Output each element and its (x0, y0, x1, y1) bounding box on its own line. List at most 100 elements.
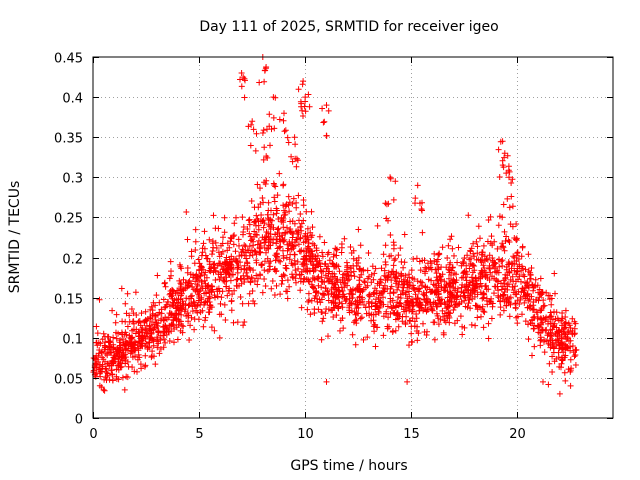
data-point (519, 311, 525, 318)
data-point (293, 279, 299, 286)
data-point (487, 269, 494, 276)
data-point (342, 280, 349, 287)
data-point (284, 277, 291, 284)
data-point (241, 319, 248, 325)
data-point (300, 276, 307, 283)
data-point (337, 317, 344, 324)
data-point (283, 288, 289, 295)
data-point (387, 174, 394, 181)
data-point (417, 200, 423, 207)
data-point (160, 328, 167, 335)
data-point (312, 264, 319, 271)
data-point (387, 295, 394, 302)
data-point (110, 346, 116, 353)
data-point (210, 261, 217, 268)
data-point (259, 195, 266, 201)
data-point (246, 290, 253, 297)
data-point (197, 273, 204, 280)
data-point (330, 314, 337, 320)
data-point (484, 256, 491, 263)
data-point (154, 328, 161, 335)
data-point (286, 283, 293, 290)
data-point (230, 271, 236, 278)
data-point (184, 265, 191, 271)
data-point (93, 352, 100, 359)
data-point (447, 259, 454, 266)
data-point (154, 344, 161, 351)
data-point (531, 306, 537, 313)
data-point (402, 319, 409, 326)
data-point (422, 264, 429, 271)
data-point (265, 207, 272, 214)
data-point (474, 303, 481, 310)
data-point (355, 304, 362, 311)
data-point (499, 162, 506, 169)
data-point (330, 299, 337, 306)
data-point (263, 249, 269, 256)
data-point (336, 299, 343, 306)
data-point (353, 263, 360, 269)
data-point (240, 322, 247, 329)
data-point (323, 132, 330, 139)
data-point (126, 332, 133, 339)
data-point (234, 276, 241, 283)
data-point (450, 307, 457, 313)
data-point (166, 275, 173, 282)
data-point (319, 318, 326, 325)
data-point (218, 242, 224, 249)
data-point (241, 94, 248, 101)
data-point (118, 363, 125, 370)
data-point (365, 250, 372, 256)
data-point (221, 214, 228, 221)
data-point (392, 178, 399, 185)
data-point (458, 262, 465, 269)
data-point (103, 366, 110, 373)
data-point (315, 282, 322, 289)
data-point (366, 303, 373, 310)
data-point (115, 358, 122, 365)
data-point (423, 266, 430, 272)
data-point (503, 170, 510, 177)
data-point (258, 212, 265, 218)
data-point (117, 342, 124, 349)
data-point (101, 342, 108, 349)
data-point (321, 239, 328, 246)
data-point (551, 270, 558, 277)
data-point (295, 192, 302, 199)
data-point (276, 170, 283, 177)
data-point (197, 263, 204, 270)
data-point (110, 334, 117, 341)
data-point (104, 370, 111, 377)
data-point (212, 267, 219, 274)
data-point (192, 226, 199, 233)
data-point (499, 240, 506, 247)
data-point (364, 334, 371, 341)
data-point (267, 242, 274, 249)
data-point (450, 284, 457, 291)
data-point (358, 314, 365, 321)
data-point (161, 304, 168, 311)
data-point (233, 214, 239, 221)
data-point (257, 201, 264, 207)
data-point (179, 322, 185, 329)
data-point (201, 290, 208, 297)
data-point (259, 130, 266, 136)
data-point (397, 295, 404, 301)
data-point (388, 304, 395, 311)
data-point (378, 300, 385, 307)
data-point (261, 144, 268, 151)
data-point (528, 265, 535, 271)
data-point (403, 313, 410, 320)
data-point (251, 219, 257, 226)
data-point (473, 281, 480, 288)
data-point (552, 315, 559, 322)
chart-title: Day 111 of 2025, SRMTID for receiver ige… (199, 19, 498, 35)
data-point (245, 217, 252, 224)
data-point (527, 275, 534, 282)
data-point (272, 268, 279, 275)
data-point (496, 263, 503, 270)
y-tick-label: 0.25 (54, 212, 83, 227)
data-point (136, 354, 143, 361)
data-point (509, 273, 516, 280)
